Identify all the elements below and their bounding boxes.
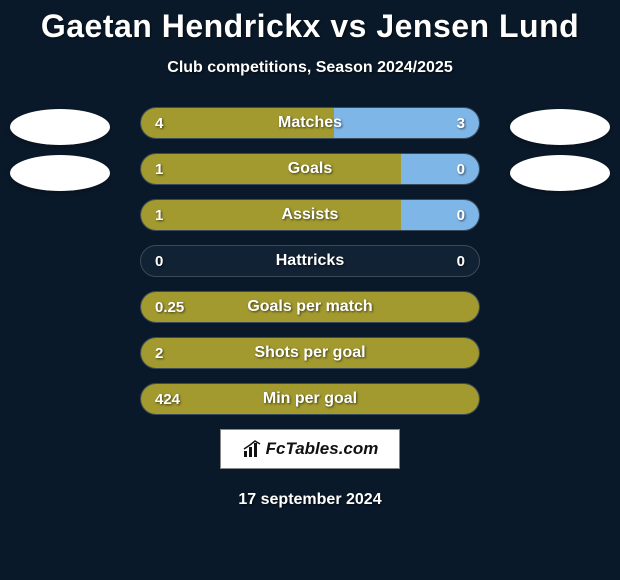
bar-player2 [401, 200, 479, 230]
value-player2: 0 [457, 246, 465, 276]
brand-logo[interactable]: FcTables.com [220, 429, 400, 469]
stat-row: 0.25Goals per match [140, 291, 480, 323]
bar-player1 [141, 338, 479, 368]
page-title: Gaetan Hendrickx vs Jensen Lund [0, 0, 620, 45]
bar-player1 [141, 200, 401, 230]
date-label: 17 september 2024 [0, 491, 620, 509]
brand-text: FcTables.com [266, 439, 379, 459]
player2-photo-bottom [510, 155, 610, 191]
player1-photo-bottom [10, 155, 110, 191]
stat-row: 424Min per goal [140, 383, 480, 415]
stats-area: 43Matches 10Goals 10Assists 0 0Hattricks 0.25… [0, 107, 620, 415]
stat-row: 0 0Hattricks [140, 245, 480, 277]
player2-photo-top [510, 109, 610, 145]
bar-player1 [141, 384, 479, 414]
bar-player1 [141, 154, 401, 184]
stat-row: 43Matches [140, 107, 480, 139]
subtitle: Club competitions, Season 2024/2025 [0, 59, 620, 77]
stat-row: 10Assists [140, 199, 480, 231]
stat-label: Hattricks [141, 246, 479, 276]
stat-row: 10Goals [140, 153, 480, 185]
value-player1: 0 [155, 246, 163, 276]
stat-row: 2Shots per goal [140, 337, 480, 369]
bar-player1 [141, 108, 334, 138]
bar-player1 [141, 292, 479, 322]
bar-player2 [334, 108, 479, 138]
player1-photo-top [10, 109, 110, 145]
chart-icon [242, 439, 262, 459]
bar-player2 [401, 154, 479, 184]
